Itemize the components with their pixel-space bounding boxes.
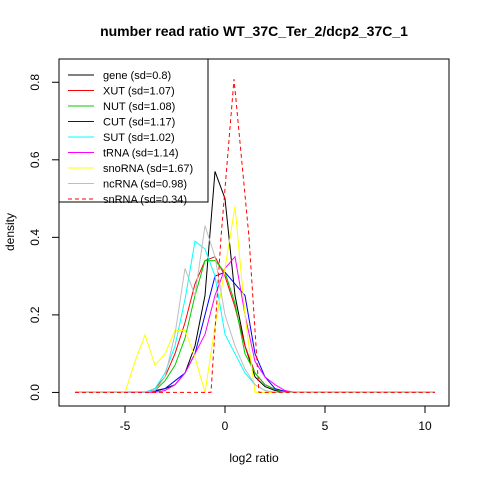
y-tick-label-4: 0.8 bbox=[28, 74, 42, 91]
legend: gene (sd=0.8) XUT (sd=1.07) NUT (sd=1.08) C… bbox=[58, 58, 209, 206]
x-tick-label-2: 5 bbox=[322, 419, 329, 433]
chart-title: number read ratio WT_37C_Ter_2/dcp2_37C_… bbox=[100, 23, 408, 39]
legend-box bbox=[58, 58, 209, 203]
x-tick-label-3: 10 bbox=[418, 419, 432, 433]
series-line-8 bbox=[75, 79, 435, 393]
y-tick-label-2: 0.4 bbox=[28, 229, 42, 246]
x-axis-label: log2 ratio bbox=[229, 451, 279, 465]
x-tick-label-1: 0 bbox=[222, 419, 229, 433]
y-axis: 0.0 0.2 0.4 0.6 0.8 bbox=[28, 74, 60, 401]
series-line-7 bbox=[75, 225, 435, 393]
series-layer bbox=[75, 79, 435, 393]
legend-label-4: SUT (sd=1.02) bbox=[103, 132, 175, 144]
legend-label-1: XUT (sd=1.07) bbox=[103, 86, 175, 98]
y-tick-label-1: 0.2 bbox=[28, 306, 42, 323]
legend-label-6: snoRNA (sd=1.67) bbox=[103, 163, 193, 175]
series-line-5 bbox=[75, 255, 435, 393]
legend-label-3: CUT (sd=1.17) bbox=[103, 117, 175, 129]
legend-label-2: NUT (sd=1.08) bbox=[103, 101, 175, 113]
y-axis-label: density bbox=[3, 213, 17, 251]
x-tick-label-0: -5 bbox=[120, 419, 131, 433]
series-line-4 bbox=[75, 240, 435, 393]
legend-label-8: snRNA (sd=0.34) bbox=[103, 194, 187, 206]
legend-label-0: gene (sd=0.8) bbox=[103, 70, 171, 82]
legend-label-5: tRNA (sd=1.14) bbox=[103, 148, 179, 160]
series-line-2 bbox=[75, 260, 435, 393]
series-line-6 bbox=[75, 206, 435, 393]
y-tick-label-0: 0.0 bbox=[28, 384, 42, 401]
x-axis: -5 0 5 10 bbox=[120, 405, 432, 433]
y-tick-label-3: 0.6 bbox=[28, 151, 42, 168]
series-line-3 bbox=[75, 271, 435, 393]
legend-label-7: ncRNA (sd=0.98) bbox=[103, 179, 187, 191]
